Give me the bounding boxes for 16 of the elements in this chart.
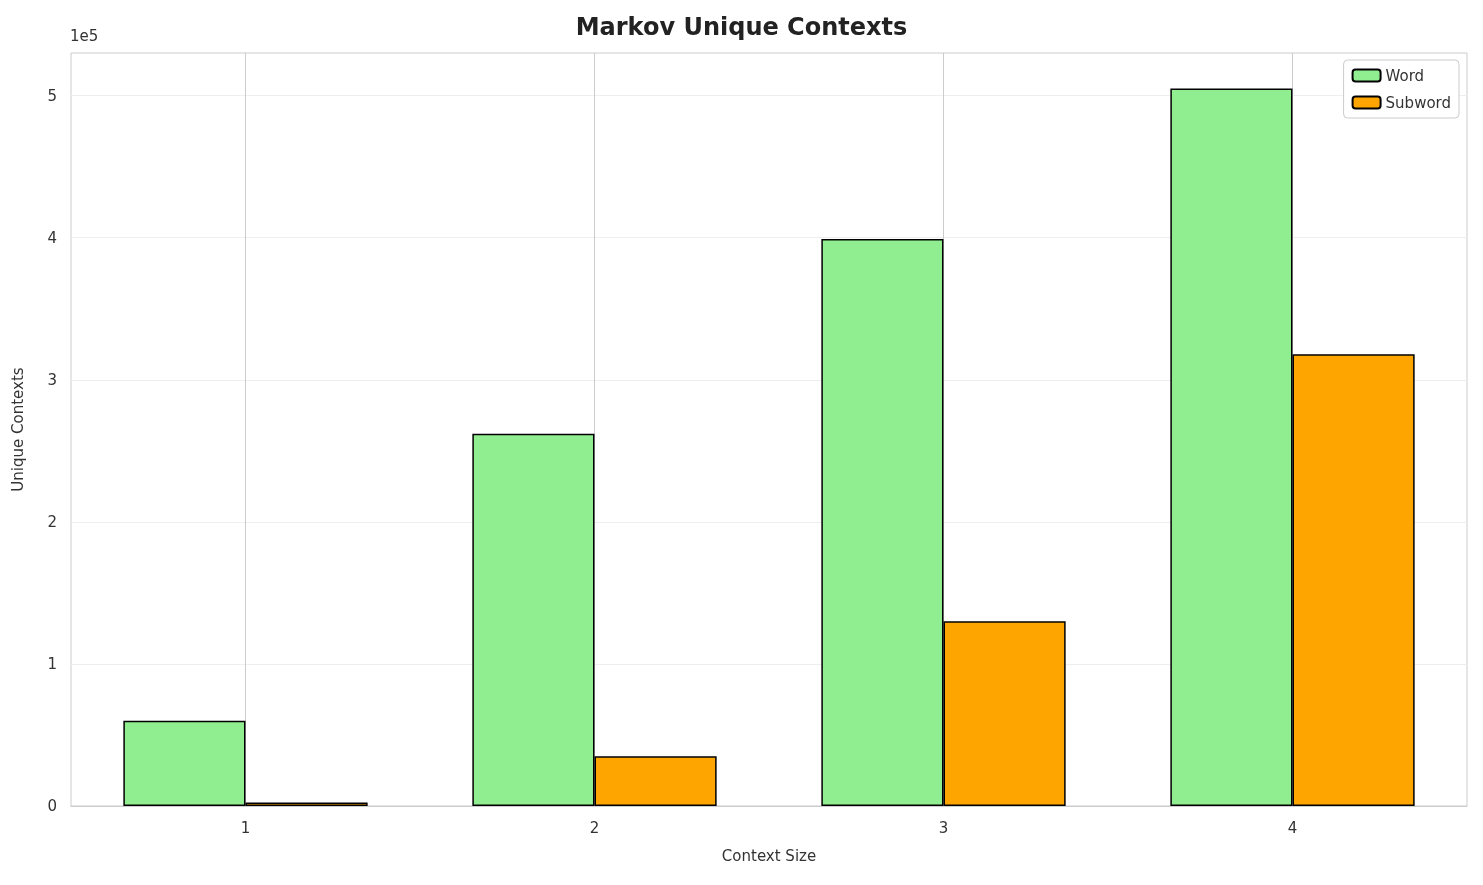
y-tick-label: 1	[47, 654, 57, 673]
x-tick-label: 2	[589, 818, 600, 837]
x-tick-label: 3	[938, 818, 949, 837]
legend-label: Subword	[1385, 93, 1451, 112]
y-tick-label: 4	[47, 228, 57, 247]
x-axis-title: Context Size	[721, 846, 817, 865]
y-tick-label: 3	[47, 370, 57, 389]
y-tick-label: 2	[47, 512, 57, 531]
chart-title: Markov Unique Contexts	[575, 13, 908, 41]
y-tick-label: 0	[47, 797, 57, 815]
y-axis-title: Unique Contexts	[8, 367, 27, 492]
x-tick-label: 1	[240, 818, 251, 837]
legend-label: Word	[1385, 66, 1425, 85]
x-tick-label: 4	[1287, 818, 1298, 837]
y-tick-label: 5	[47, 86, 57, 105]
text: 1e5	[70, 26, 99, 45]
